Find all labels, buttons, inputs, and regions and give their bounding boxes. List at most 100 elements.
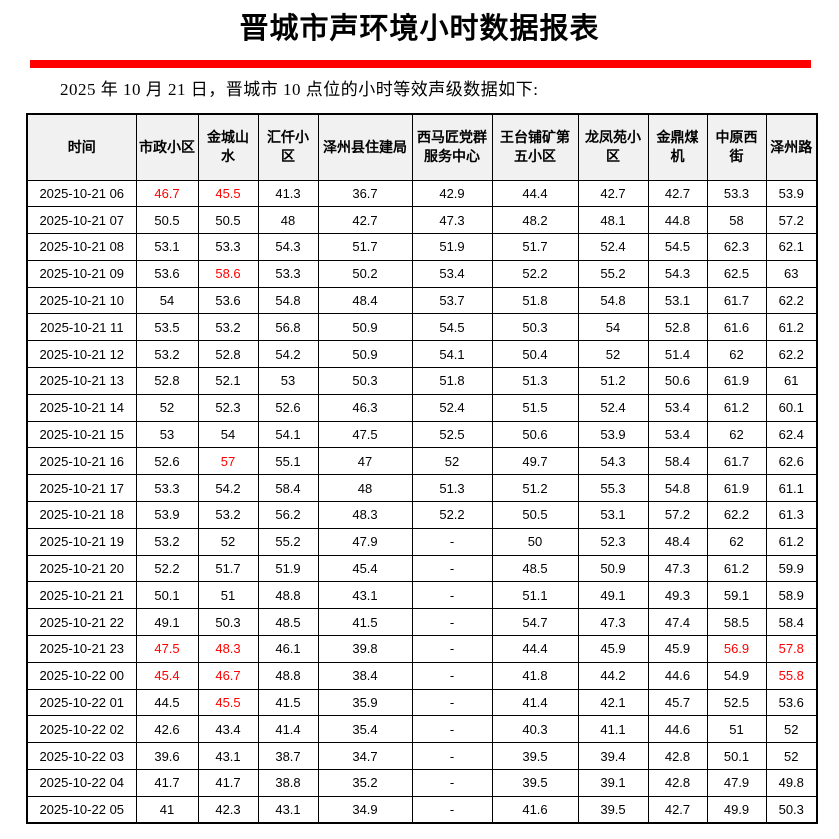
value-cell: 54.1	[411, 340, 493, 369]
value-cell: 55.1	[257, 447, 319, 476]
column-header: 泽州县住建局	[317, 113, 413, 181]
column-header: 中原西街	[706, 113, 767, 181]
value-cell: 38.7	[257, 742, 319, 771]
table-header-row: 时间 市政小区 金城山水 汇仟小区 泽州县住建局 西马匠党群服务中心 王台铺矿第五小区 龙凤苑…	[26, 113, 818, 181]
time-cell: 2025-10-22 02	[26, 715, 137, 744]
value-cell: 60.1	[765, 393, 818, 422]
value-cell: 48.2	[491, 206, 579, 235]
value-cell: -	[411, 688, 493, 717]
value-cell: 59.1	[706, 581, 767, 610]
value-cell: 50.4	[491, 340, 579, 369]
value-cell: 52	[765, 742, 818, 771]
value-cell: 42.7	[647, 179, 708, 208]
value-cell: 41.5	[317, 608, 413, 637]
value-cell: 62	[706, 527, 767, 556]
value-cell: 61.9	[706, 367, 767, 395]
table-row: 2025-10-21 20 52.2 51.7 51.9 45.4-48.5 50.9 47…	[26, 554, 818, 583]
value-cell: -	[411, 581, 493, 610]
value-cell: 62.6	[765, 447, 818, 476]
time-cell: 2025-10-21 18	[26, 501, 137, 529]
column-header: 汇仟小区	[257, 113, 319, 181]
value-cell: 55.3	[577, 474, 649, 503]
value-cell: 44.4	[491, 635, 579, 663]
value-cell: 61.2	[706, 393, 767, 422]
table-header: 时间 市政小区 金城山水 汇仟小区 泽州县住建局 西马匠党群服务中心 王台铺矿第五小区 龙凤苑…	[26, 113, 818, 181]
noise-data-table: 时间 市政小区 金城山水 汇仟小区 泽州县住建局 西马匠党群服务中心 王台铺矿第五小区 龙凤苑…	[26, 113, 818, 825]
table-row: 2025-10-21 09 53.6 58.6 53.3 50.2 53.4 52.2 55.…	[26, 259, 818, 288]
value-cell: 62.4	[765, 420, 818, 449]
value-cell: 47.5	[317, 420, 413, 449]
value-cell: 48.5	[257, 608, 319, 637]
time-cell: 2025-10-21 16	[26, 447, 137, 476]
value-cell: 43.1	[317, 581, 413, 610]
value-cell: 42.8	[647, 769, 708, 797]
time-cell: 2025-10-21 12	[26, 340, 137, 369]
value-cell: 53.3	[257, 259, 319, 288]
value-cell: 44.8	[647, 206, 708, 235]
value-cell: 39.6	[135, 742, 199, 771]
value-cell: 62.3	[706, 233, 767, 261]
value-cell: 46.7	[135, 179, 199, 208]
value-cell: 52.5	[706, 688, 767, 717]
value-cell: 57	[197, 447, 259, 476]
value-cell: 46.3	[317, 393, 413, 422]
value-cell: 51.8	[411, 367, 493, 395]
value-cell: 52.2	[135, 554, 199, 583]
value-cell: 56.2	[257, 501, 319, 529]
title-divider-bar	[30, 60, 811, 68]
value-cell: 41.1	[577, 715, 649, 744]
column-header: 金鼎煤机	[647, 113, 708, 181]
value-cell: 58.6	[197, 259, 259, 288]
value-cell: 49.1	[577, 581, 649, 610]
value-cell: 52.6	[257, 393, 319, 422]
value-cell: 61.2	[765, 313, 818, 342]
value-cell: 50.2	[317, 259, 413, 288]
value-cell: 48.5	[491, 554, 579, 583]
time-cell: 2025-10-21 19	[26, 527, 137, 556]
value-cell: 51.9	[411, 233, 493, 261]
value-cell: 47.5	[135, 635, 199, 663]
value-cell: 53.9	[135, 501, 199, 529]
value-cell: 51.2	[491, 474, 579, 503]
value-cell: 50.9	[317, 340, 413, 369]
value-cell: 52.1	[197, 367, 259, 395]
value-cell: 49.1	[135, 608, 199, 637]
column-header: 王台铺矿第五小区	[491, 113, 579, 181]
value-cell: 62.5	[706, 259, 767, 288]
value-cell: 49.8	[765, 769, 818, 797]
table-row: 2025-10-21 08 53.1 53.3 54.3 51.7 51.9 51.7 52.…	[26, 233, 818, 261]
value-cell: -	[411, 527, 493, 556]
value-cell: 58.4	[765, 608, 818, 637]
value-cell: -	[411, 661, 493, 690]
value-cell: 54.3	[257, 233, 319, 261]
value-cell: 54.8	[257, 286, 319, 315]
value-cell: 43.1	[257, 795, 319, 824]
value-cell: 35.4	[317, 715, 413, 744]
value-cell: 53.4	[411, 259, 493, 288]
time-cell: 2025-10-21 22	[26, 608, 137, 637]
time-cell: 2025-10-21 17	[26, 474, 137, 503]
value-cell: 50.5	[135, 206, 199, 235]
value-cell: 41.3	[257, 179, 319, 208]
value-cell: 53.9	[577, 420, 649, 449]
time-cell: 2025-10-22 03	[26, 742, 137, 771]
value-cell: 46.1	[257, 635, 319, 663]
value-cell: 44.4	[491, 179, 579, 208]
value-cell: 51.2	[577, 367, 649, 395]
value-cell: 61.9	[706, 474, 767, 503]
value-cell: 62.1	[765, 233, 818, 261]
value-cell: 45.4	[317, 554, 413, 583]
value-cell: 45.7	[647, 688, 708, 717]
value-cell: 48.3	[317, 501, 413, 529]
value-cell: 42.8	[647, 742, 708, 771]
value-cell: 52.5	[411, 420, 493, 449]
value-cell: 53.6	[197, 286, 259, 315]
table-row: 2025-10-21 18 53.9 53.2 56.2 48.3 52.2 50.5 53.…	[26, 501, 818, 529]
value-cell: 47.3	[411, 206, 493, 235]
value-cell: 51.8	[491, 286, 579, 315]
value-cell: 50.3	[317, 367, 413, 395]
value-cell: 57.2	[647, 501, 708, 529]
table-row: 2025-10-21 10 54 53.6 54.8 48.4 53.7 51.8 54.8 5…	[26, 286, 818, 315]
value-cell: 36.7	[317, 179, 413, 208]
